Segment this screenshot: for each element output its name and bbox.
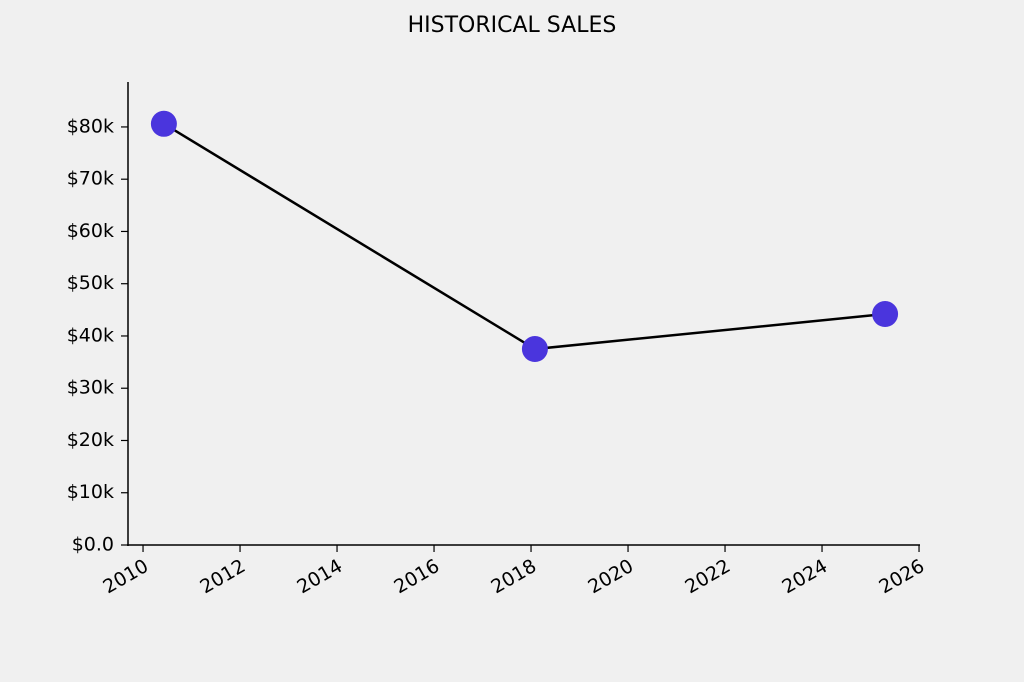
y-tick-label: $30k (67, 377, 114, 399)
y-tick-label: $70k (67, 168, 114, 190)
y-tick-label: $10k (67, 481, 114, 503)
y-tick-label: $20k (67, 429, 114, 451)
y-tick-label: $60k (67, 220, 114, 242)
chart-title: HISTORICAL SALES (408, 13, 617, 38)
y-tick-label: $50k (67, 272, 114, 294)
y-tick-label: $0.0 (72, 534, 114, 556)
y-tick-label: $80k (67, 115, 114, 137)
point (521, 336, 548, 363)
y-tick-label: $40k (67, 324, 114, 346)
point (150, 110, 177, 137)
point (872, 301, 899, 328)
